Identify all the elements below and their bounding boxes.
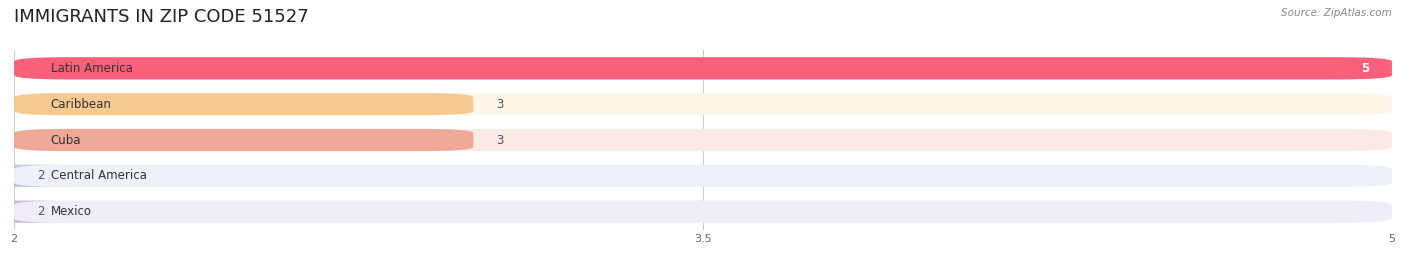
FancyBboxPatch shape [14, 57, 1392, 80]
Text: 5: 5 [1361, 62, 1369, 75]
FancyBboxPatch shape [14, 129, 474, 151]
Text: Caribbean: Caribbean [51, 98, 111, 111]
FancyBboxPatch shape [14, 129, 1392, 151]
FancyBboxPatch shape [14, 200, 1392, 223]
Text: 2: 2 [37, 205, 45, 218]
Text: 2: 2 [37, 169, 45, 182]
FancyBboxPatch shape [0, 165, 69, 187]
FancyBboxPatch shape [14, 93, 1392, 115]
Text: Cuba: Cuba [51, 134, 82, 146]
FancyBboxPatch shape [14, 93, 474, 115]
Text: 3: 3 [496, 98, 503, 111]
FancyBboxPatch shape [0, 200, 69, 223]
Text: 3: 3 [496, 134, 503, 146]
Text: IMMIGRANTS IN ZIP CODE 51527: IMMIGRANTS IN ZIP CODE 51527 [14, 8, 309, 26]
FancyBboxPatch shape [14, 57, 1392, 80]
Text: Mexico: Mexico [51, 205, 91, 218]
Text: Latin America: Latin America [51, 62, 132, 75]
Text: Central America: Central America [51, 169, 146, 182]
Text: Source: ZipAtlas.com: Source: ZipAtlas.com [1281, 8, 1392, 18]
FancyBboxPatch shape [14, 165, 1392, 187]
